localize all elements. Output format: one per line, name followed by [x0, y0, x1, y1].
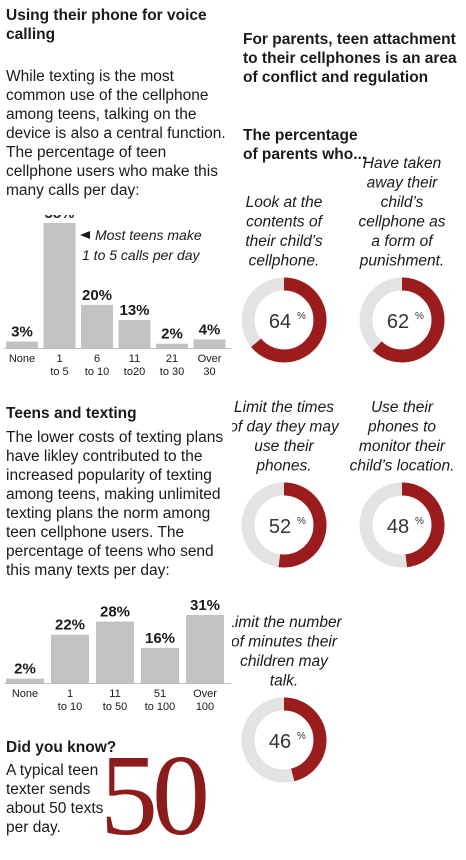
- donut-arc: [241, 697, 327, 783]
- bar-tick-label: None: [9, 353, 35, 365]
- bar-value-label: 20%: [82, 287, 112, 304]
- donut-value: 64: [269, 311, 291, 333]
- bar-tick-label: 21: [166, 353, 178, 365]
- bar-tick-label: to 100: [145, 701, 176, 713]
- bar-value-label: 2%: [14, 661, 36, 678]
- bar-1: [51, 634, 89, 683]
- bar-tick-label: None: [12, 688, 38, 700]
- bar-value-label: 28%: [100, 604, 130, 621]
- texting-intro: The lower costs of texting plans have li…: [6, 429, 224, 579]
- donut-value: 62: [387, 311, 409, 333]
- donut-label-line: Have taken: [363, 155, 441, 172]
- donut-value: 52: [269, 516, 291, 538]
- bar-3: [141, 647, 179, 683]
- donut-label-line: use their: [254, 438, 314, 455]
- bar-value-label: 3%: [11, 324, 33, 341]
- donut-label-line: child’s location.: [350, 458, 455, 475]
- big-number-50: 50: [100, 732, 210, 860]
- donut-label-line: a form of: [371, 233, 434, 250]
- donut-label-line: phones to: [367, 419, 436, 436]
- donut-arc: [359, 277, 445, 363]
- didyouknow-text: A typical teen texter sends about 50 tex…: [6, 762, 104, 836]
- bar-tick-label: 1: [67, 688, 73, 700]
- donut-label-line: of minutes their: [232, 634, 338, 651]
- bar-tick-label: 51: [154, 688, 166, 700]
- donut-label-line: child’s: [381, 194, 424, 211]
- donut-value: 46: [269, 731, 291, 753]
- bar-tick-label: 100: [196, 701, 214, 713]
- donut-value: 48: [387, 516, 409, 538]
- donut-percent-sign: %: [415, 311, 424, 322]
- bar-value-label: 13%: [119, 302, 149, 319]
- bar-tick-label: to20: [124, 366, 145, 378]
- parents-title: For parents, teen attachment to their ce…: [243, 31, 457, 86]
- donut-label-line: children may: [240, 653, 329, 670]
- bar-4: [156, 343, 188, 348]
- texting-title: Teens and texting: [6, 405, 137, 422]
- donut-arc: [241, 482, 327, 568]
- donut-label-line: punishment.: [359, 253, 444, 270]
- bar-tick-label: 1: [56, 353, 62, 365]
- bar-tick-label: Over: [193, 688, 217, 700]
- arrow-icon: [80, 231, 90, 239]
- donut-label-line: their child’s: [245, 233, 323, 250]
- donut-percent-sign: %: [297, 731, 306, 742]
- bar-5: [193, 339, 226, 348]
- bar-tick-label: to 5: [50, 366, 68, 378]
- donut-label-line: Use their: [371, 399, 434, 416]
- bar-0: [6, 341, 38, 348]
- bar-0: [6, 678, 44, 683]
- bar-4: [186, 615, 224, 683]
- donut-label-line: monitor their: [359, 438, 446, 455]
- bar-value-label: 4%: [199, 321, 221, 338]
- bar-tick-label: 11: [129, 353, 140, 365]
- bar-value-label: 16%: [145, 630, 175, 647]
- donut-label-line: Limit the number: [232, 614, 343, 631]
- parents-donut-grid: 64 % Look at the contents of their child’s ce…: [232, 155, 455, 783]
- calls-title: Using their phone for voice calling: [6, 7, 207, 43]
- donut-arc: [359, 482, 445, 568]
- donut-label-line: of day they may: [232, 419, 340, 436]
- bar-value-label: 58%: [44, 215, 74, 222]
- bar-2: [96, 621, 134, 683]
- donut-label-line: phones.: [255, 458, 311, 475]
- bar-value-label: 2%: [161, 326, 183, 343]
- didyouknow-title: Did you know?: [6, 739, 117, 756]
- bar-tick-label: to 10: [58, 701, 82, 713]
- bar-value-label: 22%: [55, 617, 85, 634]
- bar-tick-label: Over: [198, 353, 222, 365]
- bar-1: [43, 223, 76, 348]
- donut-label-line: contents of: [246, 214, 324, 231]
- bar-2: [81, 304, 113, 348]
- calls-annotation-line: 1 to 5 calls per day: [82, 247, 201, 263]
- donut-label-line: Look at the: [246, 194, 323, 211]
- bar-tick-label: 11: [109, 688, 120, 700]
- donut-label-line: Limit the times: [234, 399, 334, 416]
- donut-label-line: cellphone as: [358, 214, 445, 231]
- donut-percent-sign: %: [415, 516, 424, 527]
- bar-value-label: 31%: [190, 597, 220, 614]
- donut-arc: [241, 277, 327, 363]
- bar-tick-label: to 30: [160, 366, 184, 378]
- donut-label-line: away their: [367, 175, 438, 192]
- donut-label-line: cellphone.: [249, 253, 320, 270]
- donut-percent-sign: %: [297, 311, 306, 322]
- donut-label-line: talk.: [270, 673, 298, 690]
- bar-tick-label: to 50: [103, 701, 127, 713]
- calls-annotation-line: Most teens make: [95, 227, 202, 243]
- donut-percent-sign: %: [297, 516, 306, 527]
- bar-tick-label: to 10: [85, 366, 109, 378]
- bar-tick-label: 30: [203, 366, 215, 378]
- bar-tick-label: 6: [94, 353, 100, 365]
- calls-intro: While texting is the most common use of …: [6, 68, 226, 199]
- parents-subtitle: The percentage of parents who...: [243, 127, 367, 163]
- bar-3: [118, 319, 151, 348]
